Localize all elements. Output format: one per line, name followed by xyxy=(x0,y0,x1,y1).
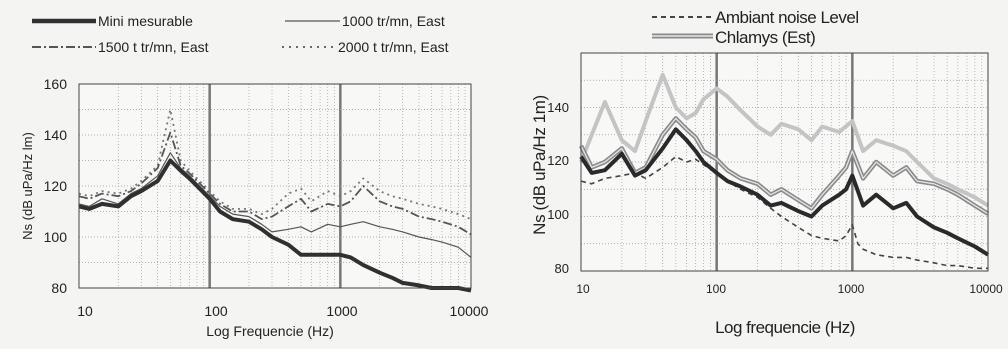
series-line-left-1 xyxy=(78,152,472,258)
series-line-left-0 xyxy=(78,158,472,293)
series-line-right-1-inner xyxy=(580,117,989,215)
y-tick-label: 160 xyxy=(44,76,68,92)
legend-label-1000: 1000 tr/mn, East xyxy=(342,13,445,29)
chart-left: Mini mesurable 1000 tr/mn, East 1500 t t… xyxy=(0,0,505,344)
series-right xyxy=(578,72,990,270)
y-tick-label: 120 xyxy=(44,178,68,194)
y-tick-label: 120 xyxy=(547,153,569,168)
x-tick-label: 10000 xyxy=(450,303,489,319)
legend-label-2000: 2000 t tr/mn, East xyxy=(338,39,449,55)
y-axis-title-right: Ns (dB uPa/Hz 1m) xyxy=(530,95,549,235)
plot-frame-right xyxy=(580,52,989,272)
y-tick-label: 80 xyxy=(51,280,67,296)
plot-frame-left xyxy=(78,83,472,289)
chart-right: Ambiant noise Level Chlamys (Est) 140 12… xyxy=(505,0,1008,344)
legend-right-bg xyxy=(645,0,865,50)
legend-left: Mini mesurable 1000 tr/mn, East 1500 t t… xyxy=(32,13,449,55)
y-tick-label: 100 xyxy=(44,229,68,245)
legend-label-ambiant: Ambiant noise Level xyxy=(715,8,859,27)
x-tick-label: 100 xyxy=(204,303,228,319)
grid-left xyxy=(79,84,471,288)
x-ticks-left: 10 100 1000 10000 xyxy=(77,303,488,319)
x-tick-label: 1000 xyxy=(838,282,865,296)
series-line-left-3 xyxy=(78,108,472,220)
x-tick-label: 1000 xyxy=(326,303,357,319)
chart-left-svg: Mini mesurable 1000 tr/mn, East 1500 t t… xyxy=(20,13,489,339)
x-tick-label: 10 xyxy=(576,282,590,296)
legend-right: Ambiant noise Level Chlamys (Est) xyxy=(645,0,865,50)
x-ticks-right: 10 100 1000 10000 xyxy=(576,282,1003,296)
series-line-left-2 xyxy=(78,131,472,236)
legend-label-1500: 1500 t tr/mn, East xyxy=(98,39,209,55)
y-tick-label: 140 xyxy=(44,127,68,143)
series-line-right-3 xyxy=(579,127,990,257)
y-axis-title-left: Ns (dB uPa/Hz lm) xyxy=(20,132,35,240)
series-line-right-2 xyxy=(579,72,990,208)
series-left xyxy=(78,108,472,293)
y-tick-label: 80 xyxy=(555,261,569,276)
legend-label-mini-mesurable: Mini mesurable xyxy=(98,13,193,29)
legend-label-chlamys: Chlamys (Est) xyxy=(715,28,815,47)
y-tick-label: 100 xyxy=(547,207,569,222)
chart-right-svg: Ambiant noise Level Chlamys (Est) 140 12… xyxy=(530,0,1003,337)
y-ticks-right: 140 120 100 80 xyxy=(547,100,569,276)
x-tick-label: 10 xyxy=(77,303,93,319)
y-ticks-left: 160 140 120 100 80 xyxy=(44,76,68,296)
x-tick-label: 10000 xyxy=(969,282,1003,296)
y-tick-label: 140 xyxy=(547,100,569,115)
x-axis-title-right: Log frequencie (Hz) xyxy=(715,318,855,337)
x-tick-label: 100 xyxy=(706,282,726,296)
x-axis-title-left: Log Frequencie (Hz) xyxy=(206,323,334,339)
